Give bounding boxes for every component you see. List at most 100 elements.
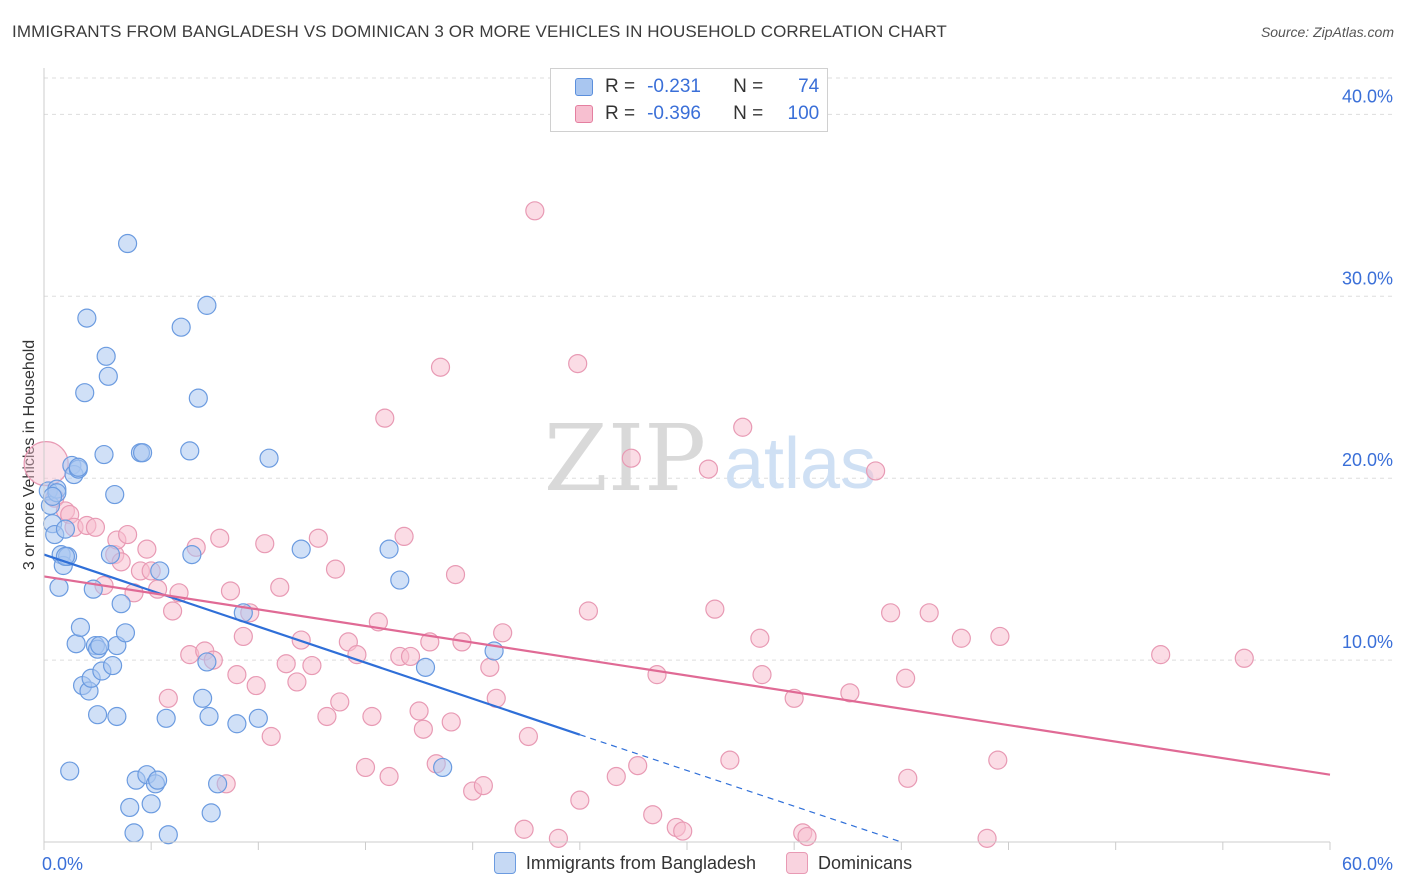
bangladesh-point — [182, 544, 202, 565]
legend-swatch-dominicans — [575, 105, 593, 123]
chart-title: IMMIGRANTS FROM BANGLADESH VS DOMINICAN … — [12, 22, 947, 41]
bangladesh-point — [248, 708, 268, 728]
dominican-point — [570, 790, 590, 810]
dominican-point — [261, 726, 281, 747]
dominican-point — [227, 665, 247, 685]
dominican-point — [23, 441, 69, 487]
bangladesh-point — [49, 577, 69, 597]
series-legend: Immigrants from Bangladesh Dominicans — [0, 852, 1406, 874]
dominican-point — [750, 628, 770, 648]
bangladesh-point — [70, 617, 91, 637]
grid-layer — [44, 77, 1392, 661]
bangladesh-point — [259, 448, 279, 468]
dominican-point — [514, 819, 534, 839]
bangladesh-point — [415, 657, 436, 677]
dominican-point — [705, 599, 725, 619]
legend-row-bangladesh: R = -0.231 N = 74 — [575, 74, 819, 100]
bangladesh-point — [94, 444, 114, 465]
dominican-point — [866, 461, 886, 481]
bangladesh-trendline-extension — [579, 734, 902, 843]
bangladesh-point — [193, 688, 213, 708]
dominican-point — [287, 672, 307, 692]
bangladesh-point — [66, 634, 86, 654]
series-swatch-bangladesh — [493, 852, 516, 874]
dominican-point — [698, 459, 719, 479]
dominican-point — [951, 628, 971, 648]
dominican-point — [1151, 645, 1171, 665]
bangladesh-point — [111, 594, 131, 614]
dominican-point — [137, 539, 157, 559]
dominican-point — [673, 821, 693, 841]
dominican-point — [720, 750, 740, 770]
dominican-point — [647, 665, 667, 685]
dominican-point — [375, 408, 395, 428]
dominican-point — [246, 675, 266, 696]
bangladesh-point — [147, 770, 168, 790]
bangladesh-point — [150, 561, 170, 581]
bangladesh-point — [433, 757, 453, 778]
dominican-point — [255, 534, 275, 554]
dominican-point — [480, 657, 500, 677]
dominican-point — [990, 626, 1010, 647]
legend-r-value: -0.231 — [647, 76, 701, 97]
dominican-point — [840, 683, 860, 703]
legend-n-value: 100 — [787, 103, 820, 124]
bangladesh-point — [208, 774, 228, 794]
bangladesh-point — [107, 706, 127, 727]
legend-n-label: N = — [733, 103, 764, 124]
bangladesh-point — [171, 317, 191, 337]
dominican-point — [977, 828, 997, 848]
dominican-point — [276, 654, 296, 674]
dominican-point — [568, 353, 588, 374]
bangladesh-point — [132, 443, 153, 463]
bangladesh-point — [188, 388, 208, 408]
dominican-point — [473, 776, 493, 796]
dominican-point — [409, 701, 429, 721]
series-swatch-dominicans — [786, 852, 809, 874]
dominican-point — [117, 524, 138, 545]
bangladesh-point — [42, 486, 63, 506]
dominican-point — [548, 828, 569, 848]
dominican-point — [270, 577, 290, 597]
dominican-point — [163, 601, 183, 621]
bangladesh-point — [75, 383, 95, 403]
bangladesh-point — [141, 794, 161, 814]
y-tick-label: 20.0% — [1342, 450, 1393, 470]
bangladesh-point — [124, 823, 144, 843]
legend-r-label: R = — [605, 76, 636, 97]
axis-layer: 10.0% 20.0% 30.0% 40.0% 0.0% 60.0% — [42, 68, 1393, 874]
bangladesh-point — [201, 803, 221, 823]
legend-row-dominicans: R = -0.396 N = 100 — [575, 101, 819, 127]
dominican-point — [578, 601, 599, 621]
dominican-point — [441, 712, 461, 732]
series-label-bangladesh: Immigrants from Bangladesh — [525, 852, 757, 873]
bangladesh-point — [55, 519, 76, 539]
dominican-point — [493, 623, 513, 643]
dominican-point — [445, 564, 466, 585]
bangladesh-point — [156, 708, 176, 728]
watermark-atlas: atlas — [724, 424, 876, 504]
trendlines — [43, 553, 1331, 843]
bangladesh-trendline — [43, 553, 581, 736]
dominican-trendline — [43, 575, 1331, 776]
series-legend-bangladesh: Immigrants from Bangladesh — [493, 852, 757, 874]
bangladesh-point — [117, 233, 138, 254]
dominican-point — [317, 706, 337, 727]
bangladesh-point — [199, 706, 219, 727]
bangladesh-point — [96, 346, 116, 366]
dominican-point — [606, 766, 626, 787]
dominican-point — [797, 826, 817, 847]
dominican-point — [621, 448, 641, 468]
bangladesh-point — [180, 441, 200, 461]
legend-r-value: -0.396 — [647, 103, 701, 124]
bangladesh-point — [197, 295, 217, 315]
source-label: Source: ZipAtlas.com — [1260, 24, 1394, 40]
bangladesh-point — [105, 484, 125, 505]
dominican-point — [733, 417, 753, 437]
dominican-point — [518, 726, 538, 747]
legend-swatch-bangladesh — [575, 78, 593, 96]
watermark: ZIP atlas — [544, 405, 876, 512]
dominican-point — [919, 603, 939, 623]
bangladesh-point — [87, 705, 108, 725]
bangladesh-point — [197, 652, 217, 672]
